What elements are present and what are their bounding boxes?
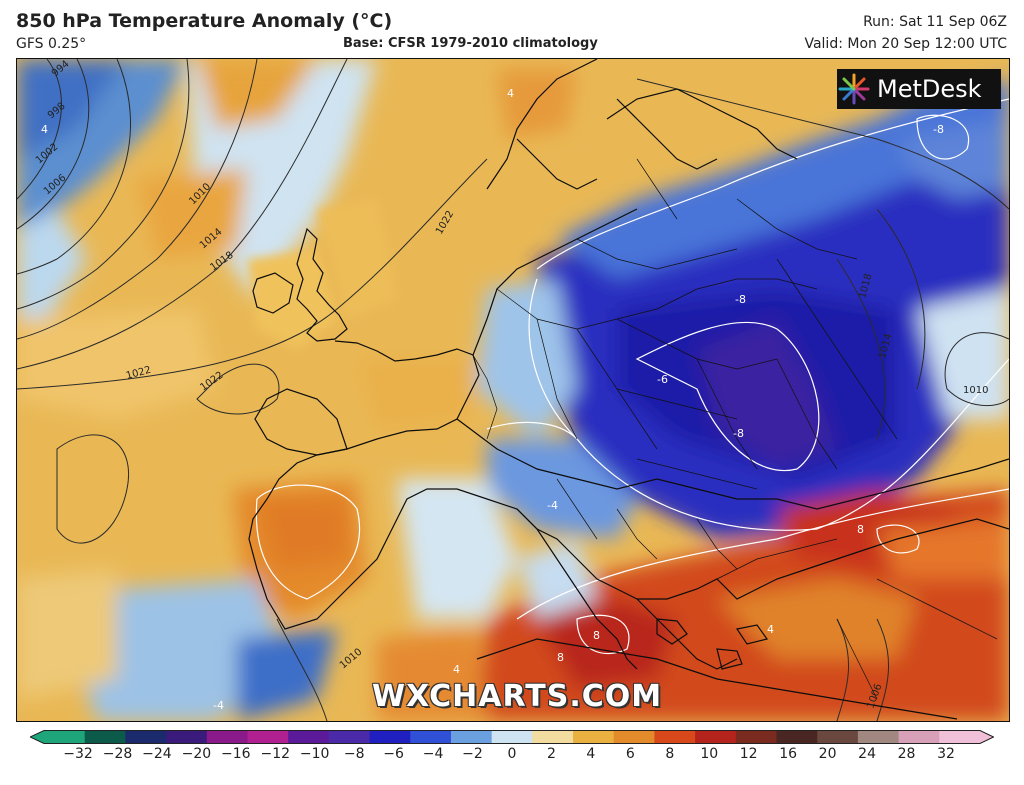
colorbar-swatch <box>288 730 330 744</box>
colorbar-max-tip <box>980 730 994 744</box>
anomaly-label: 8 <box>557 651 564 664</box>
colorbar-swatch <box>654 730 696 744</box>
colorbar-swatch <box>817 730 859 744</box>
anomaly-contours <box>255 98 1009 655</box>
colorbar-swatch <box>328 730 371 744</box>
anomaly-label: 4 <box>453 663 460 676</box>
colorbar-tick-label: −4 <box>422 746 444 762</box>
colorbar-tick-label: −20 <box>181 746 212 762</box>
colorbar-swatch <box>898 730 940 744</box>
colorbar-swatch <box>939 730 981 744</box>
colorbar-swatch <box>44 730 86 744</box>
colorbar-tick-label: −10 <box>299 746 330 762</box>
colorbar-tick-label: 2 <box>547 746 556 762</box>
valid-time: Valid: Mon 20 Sep 12:00 UTC <box>804 36 1007 52</box>
colorbar-segments <box>30 730 994 744</box>
metdesk-logo: MetDesk <box>837 69 1001 109</box>
map-canvas: 994 998 1002 1006 1010 1014 1018 1022 10… <box>17 59 1009 721</box>
colorbar-swatch <box>206 730 249 744</box>
chart-title: 850 hPa Temperature Anomaly (°C) <box>16 10 393 32</box>
colorbar <box>30 730 994 744</box>
colorbar-tick-label: −2 <box>462 746 483 762</box>
anomaly-label: 4 <box>507 87 514 100</box>
colorbar-tick-label: −32 <box>63 746 93 762</box>
anomaly-label: -4 <box>547 499 558 512</box>
colorbar-tick-label: −28 <box>102 746 133 762</box>
anomaly-label: 8 <box>857 523 864 536</box>
anomaly-label: -6 <box>657 373 668 386</box>
colorbar-swatch <box>776 730 818 744</box>
colorbar-tick-label: 10 <box>700 746 719 762</box>
colorbar-swatch <box>369 730 411 744</box>
model-label: GFS 0.25° <box>16 36 87 52</box>
colorbar-swatch <box>735 730 778 744</box>
colorbar-swatch <box>247 730 289 744</box>
coastlines <box>248 59 1009 720</box>
colorbar-swatch <box>84 730 126 744</box>
colorbar-tick-label: 32 <box>937 746 955 762</box>
metdesk-starburst-icon <box>838 73 870 105</box>
colorbar-swatch <box>532 730 574 744</box>
colorbar-tick-label: 12 <box>739 746 758 762</box>
anomaly-map: 994 998 1002 1006 1010 1014 1018 1022 10… <box>16 58 1010 722</box>
country-borders <box>472 158 998 700</box>
colorbar-tick-label: −6 <box>383 746 404 762</box>
run-time: Run: Sat 11 Sep 06Z <box>863 14 1007 30</box>
colorbar-tick-label: 28 <box>897 746 916 762</box>
watermark: WXCHARTS.COM <box>372 679 663 714</box>
colorbar-tick-label: 8 <box>665 746 675 762</box>
colorbar-tick-label: −24 <box>142 746 172 762</box>
colorbar-tick-label: 4 <box>586 746 596 762</box>
anomaly-label: 4 <box>41 123 48 136</box>
anomaly-label: 8 <box>593 629 600 642</box>
colorbar-tick-label: −12 <box>260 746 291 762</box>
colorbar-tick-label: 0 <box>507 746 517 762</box>
climatology-label: Base: CFSR 1979-2010 climatology <box>343 36 598 51</box>
colorbar-ticks: −32 −28 −24 −20 −16 −12 −10 −8 −6 −4 −2 0 2 4 6 8 10 12 16… <box>0 746 1024 770</box>
anomaly-label: -8 <box>933 123 944 136</box>
colorbar-tick-label: 20 <box>818 746 837 762</box>
colorbar-swatch <box>450 730 493 744</box>
anomaly-fill <box>17 59 1009 721</box>
anomaly-label: -4 <box>213 699 224 712</box>
colorbar-tick-label: −8 <box>343 746 365 762</box>
colorbar-tick-label: 24 <box>858 746 877 762</box>
anomaly-label: 4 <box>767 623 774 636</box>
colorbar-swatch <box>125 730 167 744</box>
isobar-label: 1010 <box>963 385 988 396</box>
colorbar-tick-label: −16 <box>221 746 251 762</box>
colorbar-swatch <box>491 730 533 744</box>
colorbar-tick-label: 16 <box>779 746 798 762</box>
anomaly-labels: 4 4 -4 -8 -8 -6 -8 8 8 8 4 4 -4 <box>41 87 944 712</box>
anomaly-label: -8 <box>735 293 746 306</box>
colorbar-swatch <box>857 730 900 744</box>
colorbar-swatch <box>695 730 737 744</box>
logo-text: MetDesk <box>877 75 982 103</box>
anomaly-label: -8 <box>733 427 744 440</box>
colorbar-swatch <box>166 730 208 744</box>
colorbar-swatch <box>573 730 615 744</box>
colorbar-swatch <box>613 730 656 744</box>
colorbar-swatch <box>410 730 452 744</box>
colorbar-outline <box>30 730 994 744</box>
colorbar-min-tip <box>30 730 44 744</box>
colorbar-tick-label: 6 <box>625 746 635 762</box>
